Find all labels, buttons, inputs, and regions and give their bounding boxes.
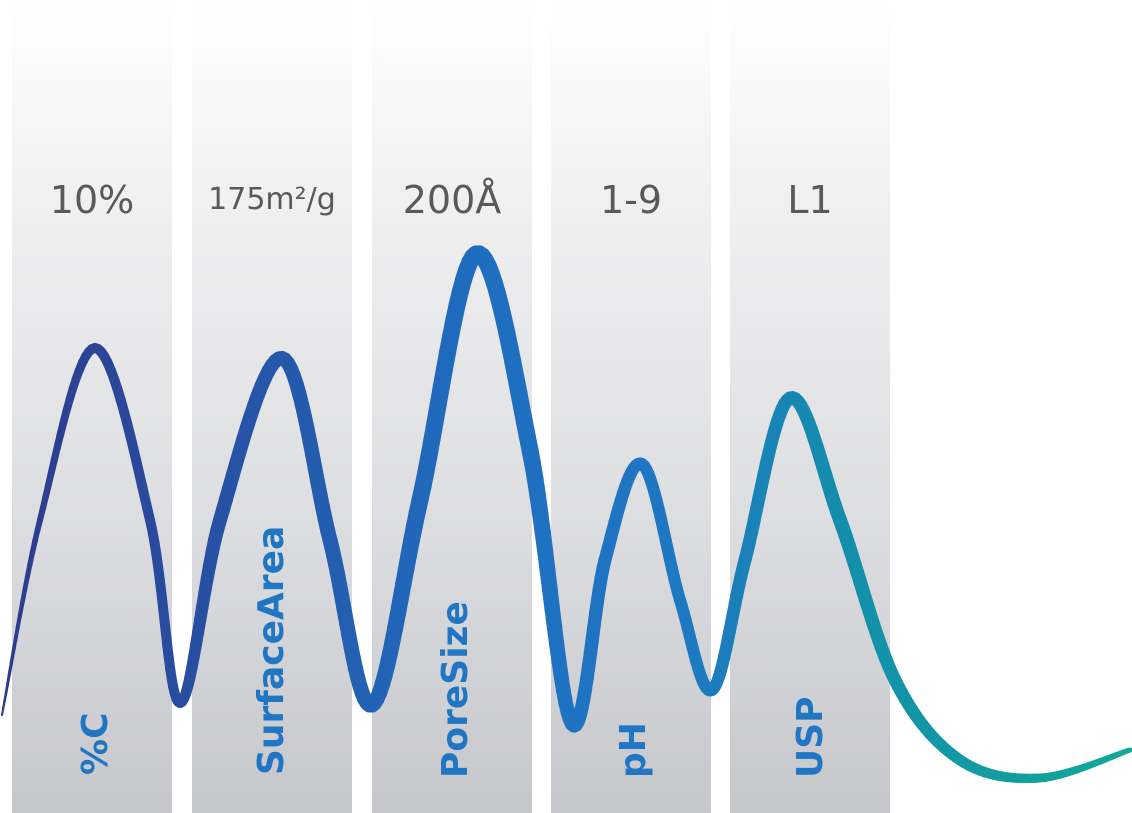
column-value: 175m²/g: [208, 182, 336, 217]
wave-strokes: [0, 245, 1132, 784]
wave-segment: [6, 672, 11, 686]
column-value: 200Å: [402, 178, 502, 222]
wave-segment: [7, 661, 13, 676]
column-pore-size: 200Å: [372, 0, 532, 813]
column-usp: L1: [730, 0, 890, 813]
wave-segment: [9, 650, 15, 666]
wave-segment: [1124, 747, 1132, 754]
column-ph: 1-9: [551, 0, 711, 813]
column-value: 1-9: [599, 178, 663, 222]
column-value: L1: [787, 178, 833, 222]
column-surface-area: 175m²/g: [192, 0, 352, 813]
column-label: PoreSize: [435, 601, 476, 778]
wave-segment: [4, 682, 9, 695]
column-label: %C: [75, 712, 116, 776]
wave-segment: [11, 638, 18, 655]
column-label: pH: [613, 722, 654, 778]
column-label: SurfaceArea: [251, 525, 292, 775]
column-value: 10%: [49, 178, 135, 222]
column-label: USP: [790, 696, 831, 778]
wave-segment: [13, 626, 20, 643]
column-carbon: 10%: [12, 0, 172, 813]
wave-segment: [3, 692, 8, 704]
